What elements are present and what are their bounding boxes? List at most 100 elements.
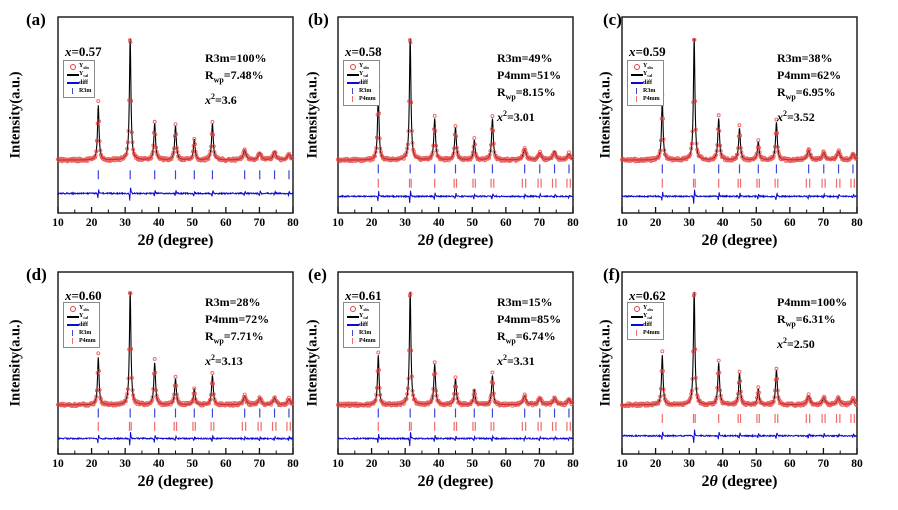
R3m-tick-icon bbox=[71, 88, 74, 94]
x-tick-label: 30 bbox=[683, 217, 695, 229]
legend-label: Yobs bbox=[79, 304, 90, 313]
x-tick-label: 40 bbox=[153, 217, 165, 229]
legend-item-calculated: Ycal bbox=[346, 71, 376, 79]
legend-item-observed: Yobs bbox=[630, 305, 660, 313]
x-axis-title: 2θ (degree) bbox=[137, 473, 214, 490]
legend-item-observed: Yobs bbox=[66, 305, 96, 313]
y-axis-title: Intensity(a.u.) bbox=[597, 71, 614, 159]
legend-label: Ycal bbox=[359, 312, 369, 321]
legend-label: P4mm bbox=[359, 96, 376, 102]
refinement-annotation: R3m=100% Rwp=7.48% x2=3.6 bbox=[205, 50, 267, 109]
legend-item-difference: diff bbox=[66, 321, 96, 329]
annotation-line: Rwp=8.15% bbox=[497, 85, 556, 102]
obs-circle-icon bbox=[69, 64, 76, 70]
legend-label: diff bbox=[643, 80, 652, 86]
annotation-line: P4mm=62% bbox=[777, 68, 842, 82]
refinement-annotation: R3m=49% P4mm=51% Rwp=8.15% x2=3.01 bbox=[497, 50, 561, 126]
annotation-line: R3m=38% bbox=[777, 51, 833, 65]
x-tick-label: 70 bbox=[818, 458, 830, 470]
composition-label: x=0.58 bbox=[345, 44, 382, 59]
obs-circle-icon bbox=[69, 306, 76, 312]
x-tick-label: 40 bbox=[433, 217, 445, 229]
x-tick-label: 10 bbox=[616, 217, 628, 229]
annotation-line: P4mm=85% bbox=[497, 312, 562, 326]
R3m-tick-icon bbox=[635, 88, 638, 94]
legend-label: Ycal bbox=[643, 312, 653, 321]
difference-line-icon bbox=[346, 82, 359, 84]
legend-item-P4mm: P4mm bbox=[630, 95, 660, 103]
obs-points bbox=[56, 38, 295, 164]
x-tick-label: 60 bbox=[500, 458, 512, 470]
y-axis-title: Intensity(a.u.) bbox=[304, 71, 321, 159]
refinement-annotation: P4mm=100% Rwp=6.31% x2=2.50 bbox=[777, 294, 847, 353]
x-tick-label: 80 bbox=[851, 217, 863, 229]
composition-label: x=0.62 bbox=[629, 288, 666, 303]
x-tick-label: 20 bbox=[86, 217, 98, 229]
composition-label: x=0.60 bbox=[65, 288, 102, 303]
legend: Yobs Ycal diff R3m P4mm bbox=[627, 60, 664, 106]
bragg-ticks-r3m bbox=[97, 408, 290, 418]
legend-item-difference: diff bbox=[630, 321, 660, 329]
plot-svg-c: 10 20 30 40 50 60 70 80 bbox=[616, 16, 863, 229]
x-axis-title: 2θ (degree) bbox=[417, 473, 494, 490]
legend-item-R3m: R3m bbox=[66, 329, 96, 337]
y-axis-title: Intensity(a.u.) bbox=[304, 319, 321, 407]
P4mm-tick-icon bbox=[635, 330, 638, 336]
composition-label: x=0.59 bbox=[629, 44, 666, 59]
x-tick-label: 60 bbox=[220, 458, 232, 470]
legend-label: diff bbox=[643, 322, 652, 328]
panel-label-b: (b) bbox=[308, 10, 329, 29]
annotation-line: x2=3.52 bbox=[777, 109, 815, 125]
legend-item-P4mm: P4mm bbox=[630, 329, 660, 337]
calculated-line-icon bbox=[630, 74, 643, 76]
x-tick-label: 80 bbox=[287, 458, 299, 470]
legend-label: P4mm bbox=[643, 330, 660, 336]
x-tick-label: 60 bbox=[500, 217, 512, 229]
legend-label: Yobs bbox=[79, 62, 90, 71]
legend-item-observed: Yobs bbox=[346, 63, 376, 71]
legend-item-observed: Yobs bbox=[66, 63, 91, 71]
annotation-line: x2=3.01 bbox=[497, 109, 535, 125]
obs-points bbox=[620, 291, 859, 409]
obs-circle-icon bbox=[349, 306, 356, 312]
annotation-line: x2=3.6 bbox=[205, 92, 237, 108]
xrd-panel-f: 10 20 30 40 50 60 70 80 (f) x=0.62 Yobs Ycal diff P4m… bbox=[597, 255, 898, 510]
annotation-line: Rwp=6.74% bbox=[497, 329, 556, 346]
x-tick-label: 80 bbox=[287, 217, 299, 229]
xrd-panel-b: 10 20 30 40 50 60 70 80 (b) x=0.58 Yobs Ycal diff R3m… bbox=[300, 0, 600, 255]
x-tick-label: 10 bbox=[616, 458, 628, 470]
P4mm-tick-icon bbox=[351, 96, 354, 102]
annotation-line: x2=3.13 bbox=[205, 353, 243, 369]
legend-label: Yobs bbox=[359, 304, 370, 313]
obs-points bbox=[620, 37, 859, 164]
obs-points bbox=[336, 291, 575, 409]
legend: Yobs Ycal diff P4mm bbox=[627, 302, 664, 340]
obs-circle-icon bbox=[633, 306, 640, 312]
legend-item-R3m: R3m bbox=[66, 87, 91, 95]
x-tick-label: 30 bbox=[399, 458, 411, 470]
difference-line-icon bbox=[630, 324, 643, 326]
bragg-ticks-r3m bbox=[661, 164, 854, 174]
legend-label: diff bbox=[359, 80, 368, 86]
bragg-ticks-p4mm bbox=[661, 414, 855, 424]
x-tick-label: 60 bbox=[220, 217, 232, 229]
legend-item-R3m: R3m bbox=[346, 329, 376, 337]
x-tick-label: 50 bbox=[467, 458, 479, 470]
x-axis-title: 2θ (degree) bbox=[701, 473, 778, 490]
refinement-annotation: R3m=38% P4mm=62% Rwp=6.95% x2=3.52 bbox=[777, 50, 841, 126]
x-tick-label: 40 bbox=[433, 458, 445, 470]
legend-item-difference: diff bbox=[346, 79, 376, 87]
x-tick-label: 70 bbox=[534, 458, 546, 470]
diff-curve bbox=[337, 190, 574, 204]
legend-item-P4mm: P4mm bbox=[346, 337, 376, 345]
y-axis-title: Intensity(a.u.) bbox=[597, 319, 614, 407]
diff-curve bbox=[337, 432, 573, 447]
x-tick-label: 50 bbox=[187, 458, 199, 470]
legend-label: Ycal bbox=[79, 312, 89, 321]
annotation-line: Rwp=6.31% bbox=[777, 312, 836, 329]
panel-label-e: (e) bbox=[308, 265, 327, 284]
plot-frame bbox=[621, 16, 858, 214]
legend-label: Ycal bbox=[359, 70, 369, 79]
diff-curve bbox=[57, 187, 293, 201]
x-tick-label: 70 bbox=[254, 217, 266, 229]
